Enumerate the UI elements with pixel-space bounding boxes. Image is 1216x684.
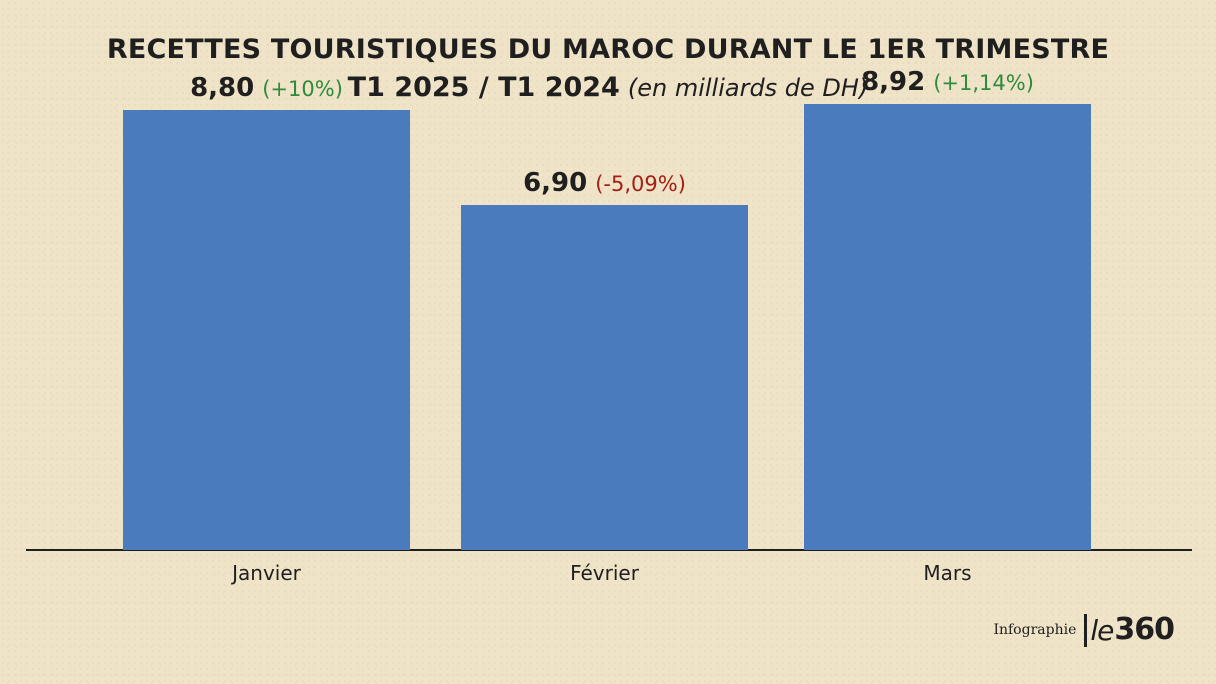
unit-note: (en milliards de DH) (627, 74, 869, 102)
x-tick-label-2: Mars (923, 561, 971, 585)
le360-logo: le 360 (1084, 612, 1175, 647)
footer-branding: Infographie le 360 (993, 612, 1175, 647)
bar-2 (804, 104, 1091, 550)
bar-1 (461, 205, 748, 550)
infographie-label: Infographie (993, 621, 1077, 638)
x-tick-label-0: Janvier (230, 561, 302, 585)
data-label-0: 8,80 (+10%) (190, 73, 343, 103)
bar-0 (123, 110, 410, 550)
period-label: T1 2025 / T1 2024 (347, 72, 620, 103)
data-label-2: 8,92 (+1,14%) (861, 67, 1034, 97)
x-tick-label-1: Février (570, 561, 640, 585)
chart-subtitle: T1 2025 / T1 2024 (en milliards de DH) (0, 72, 1216, 103)
data-label-1: 6,90 (-5,09%) (523, 168, 686, 198)
chart-title: RECETTES TOURISTIQUES DU MAROC DURANT LE… (106, 34, 1110, 65)
